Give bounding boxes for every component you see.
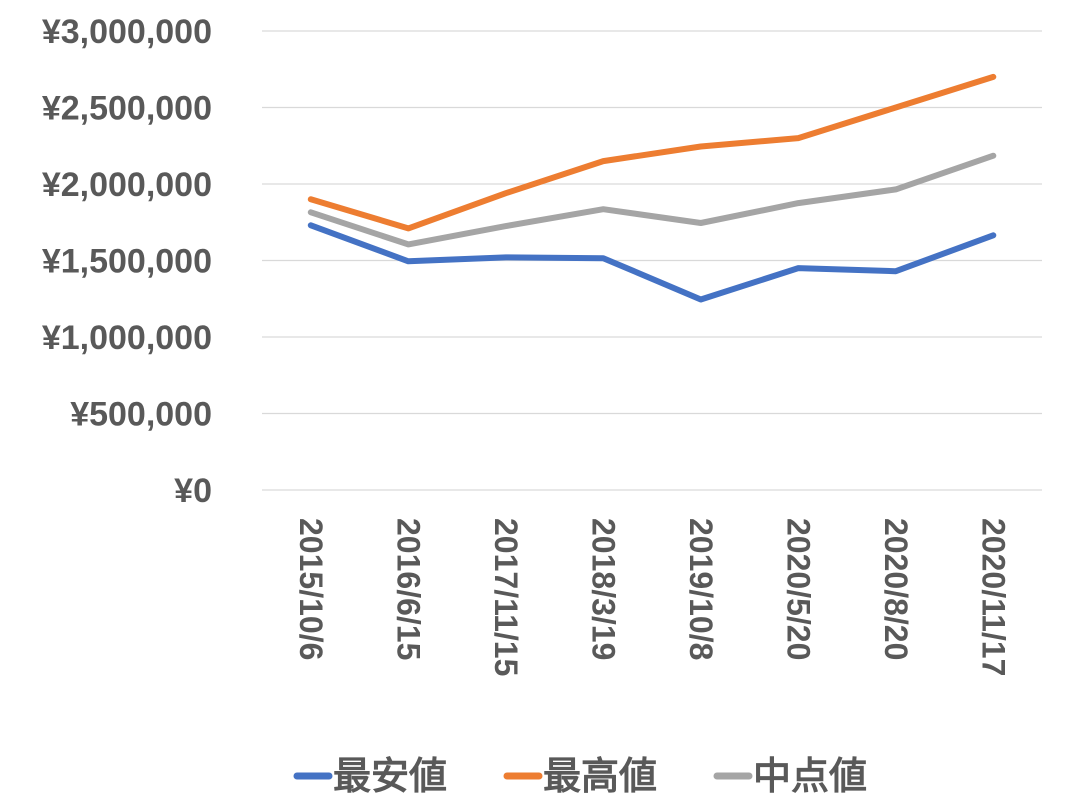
data-point bbox=[405, 241, 411, 247]
legend-label: 中点値 bbox=[753, 754, 867, 798]
gridlines bbox=[262, 30, 1042, 491]
data-point bbox=[893, 186, 899, 192]
data-point bbox=[795, 200, 801, 206]
data-point bbox=[405, 258, 411, 264]
data-point bbox=[503, 254, 509, 260]
y-tick-label: ¥2,500,000 bbox=[42, 90, 212, 128]
y-tick-label: ¥3,000,000 bbox=[42, 13, 212, 51]
series-line-1 bbox=[307, 222, 997, 303]
data-point bbox=[308, 209, 314, 215]
series-line-3 bbox=[307, 152, 997, 248]
y-tick-label: ¥500,000 bbox=[70, 396, 212, 434]
data-point bbox=[600, 206, 606, 212]
legend: 最安値 最高値 中点値 bbox=[293, 754, 867, 798]
y-tick-label: ¥2,000,000 bbox=[42, 166, 212, 204]
data-point bbox=[795, 265, 801, 271]
x-tick-label: 2020/8/20 bbox=[878, 518, 914, 660]
data-point bbox=[698, 144, 704, 150]
x-tick-label: 2019/10/8 bbox=[683, 518, 719, 660]
data-point bbox=[990, 153, 996, 159]
data-point bbox=[795, 135, 801, 141]
y-axis-tick-labels: ¥0 ¥500,000 ¥1,000,000 ¥1,500,000 ¥2,000,000… bbox=[42, 13, 212, 510]
y-tick-label: ¥1,500,000 bbox=[42, 243, 212, 281]
x-tick-label: 2016/6/15 bbox=[390, 518, 426, 660]
x-tick-label: 2020/5/20 bbox=[780, 518, 816, 660]
legend-label: 最安値 bbox=[333, 754, 447, 798]
x-tick-label: 2018/3/19 bbox=[585, 518, 621, 660]
x-tick-label: 2020/11/17 bbox=[975, 518, 1011, 676]
data-point bbox=[600, 255, 606, 261]
data-point bbox=[503, 190, 509, 196]
x-axis-tick-labels: 2015/10/6 2016/6/15 2017/11/15 2018/3/19 201… bbox=[293, 518, 1012, 676]
data-point bbox=[893, 105, 899, 110]
data-point bbox=[990, 232, 996, 238]
y-tick-label: ¥1,000,000 bbox=[42, 319, 212, 357]
data-point bbox=[503, 223, 509, 229]
series-line-2 bbox=[307, 73, 997, 232]
data-point bbox=[405, 225, 411, 231]
data-point bbox=[893, 268, 899, 274]
data-point bbox=[308, 196, 314, 202]
x-tick-label: 2015/10/6 bbox=[293, 518, 329, 660]
legend-label: 最高値 bbox=[543, 754, 657, 798]
data-point bbox=[698, 220, 704, 226]
data-point bbox=[600, 158, 606, 164]
data-point bbox=[990, 74, 996, 80]
series-lines bbox=[307, 73, 997, 303]
data-point bbox=[308, 222, 314, 228]
y-tick-label: ¥0 bbox=[174, 472, 212, 510]
data-point bbox=[698, 297, 704, 303]
x-tick-label: 2017/11/15 bbox=[488, 518, 524, 676]
